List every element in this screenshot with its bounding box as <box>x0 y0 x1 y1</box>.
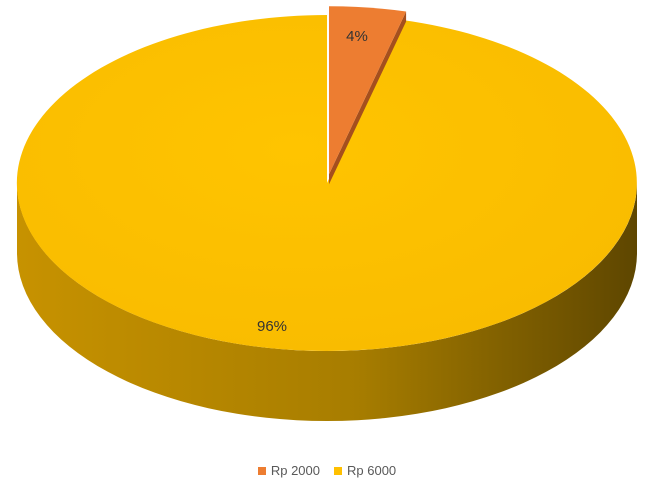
slice-edge-rp-2000 <box>329 11 407 185</box>
legend: Rp 2000 Rp 6000 <box>0 463 654 478</box>
slice-side-rp-6000 <box>17 183 637 421</box>
legend-swatch-rp-6000 <box>334 466 342 475</box>
legend-label-rp-2000: Rp 2000 <box>270 463 320 478</box>
slice-top-rp-2000 <box>329 6 407 175</box>
legend-item-rp-6000: Rp 6000 <box>334 463 396 478</box>
data-label-rp-6000: 96% <box>257 318 287 335</box>
legend-item-rp-2000: Rp 2000 <box>257 463 320 478</box>
legend-swatch-rp-2000 <box>257 466 266 475</box>
slice-top-rp-6000 <box>16 14 637 351</box>
data-label-rp-2000: 4% <box>346 28 368 45</box>
legend-label-rp-6000: Rp 6000 <box>347 463 397 478</box>
